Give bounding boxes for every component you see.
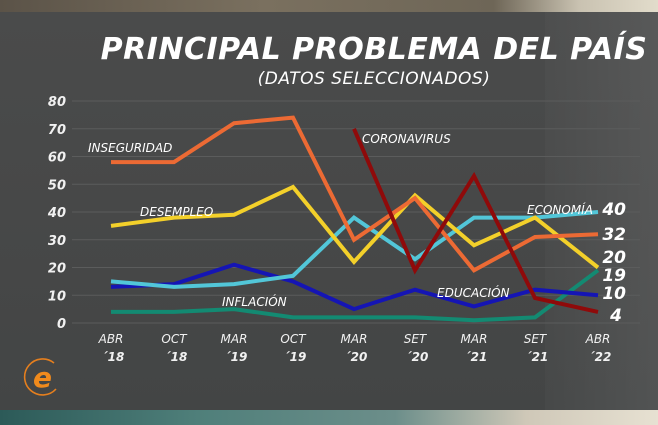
y-tick-label: 80	[48, 95, 66, 110]
end-value-label: 20	[602, 248, 626, 268]
series-lines	[110, 115, 600, 323]
x-tick-year: ´19	[284, 350, 307, 364]
end-value-label: 4	[609, 306, 622, 326]
series-line-desempleo	[110, 184, 600, 270]
x-tick-year: ´21	[526, 350, 549, 364]
series-labels: INSEGURIDAD DESEMPLEO ECONOMÍA EDUCACIÓN INF…	[88, 132, 593, 309]
chart-subtitle: (DATOS SELECCIONADOS)	[257, 69, 491, 89]
series-label: DESEMPLEO	[140, 205, 213, 219]
x-tick-year: ´18	[102, 350, 125, 364]
x-tick-year: ´21	[465, 350, 488, 364]
x-tick-year: ´20	[345, 350, 368, 364]
y-tick-label: 10	[48, 289, 66, 304]
series-label: ECONOMÍA	[527, 202, 593, 217]
series-label: INSEGURIDAD	[88, 141, 172, 155]
y-tick-label: 60	[48, 151, 66, 166]
x-tick-year: ´19	[225, 350, 248, 364]
series-label: CORONAVIRUS	[362, 132, 451, 146]
x-tick-month: MAR	[221, 332, 248, 346]
x-tick-year: ´18	[165, 350, 188, 364]
chart-title: PRINCIPAL PROBLEMA DEL PAÍS	[100, 32, 648, 67]
y-tick-label: 0	[57, 317, 66, 332]
end-value-label: 19	[602, 266, 626, 286]
x-tick-month: SET	[524, 332, 548, 346]
x-tick-month: OCT	[161, 332, 188, 346]
series-line-coronavirus	[352, 128, 599, 314]
end-value-label: 32	[602, 225, 626, 245]
y-tick-label: 50	[48, 178, 66, 193]
series-line-economía	[110, 210, 599, 289]
x-tick-month: ABR	[585, 332, 611, 346]
x-tick-month: OCT	[280, 332, 307, 346]
y-axis: 0 10 20 30 40 50 60 70 80	[47, 95, 66, 332]
panel-highlight	[545, 12, 658, 410]
background-top-strip	[0, 0, 658, 12]
y-tick-label: 30	[48, 234, 66, 249]
x-tick-month: SET	[404, 332, 428, 346]
series-line-educación	[110, 262, 599, 312]
y-tick-label: 20	[48, 262, 66, 277]
y-tick-label: 70	[48, 123, 66, 138]
chart-panel	[0, 12, 658, 410]
series-line-inflación	[111, 268, 600, 323]
logo-letter: e	[33, 361, 52, 394]
x-axis: ABR ´18 OCT ´18 MAR ´19 OCT ´19 MAR ´20 SET ´20 MAR ´…	[98, 332, 612, 364]
x-tick-month: ABR	[98, 332, 124, 346]
series-label: INFLACIÓN	[222, 294, 287, 309]
x-tick-month: MAR	[341, 332, 368, 346]
x-tick-year: ´22	[589, 350, 612, 364]
end-value-label: 10	[602, 284, 626, 304]
x-tick-year: ´20	[406, 350, 429, 364]
end-value-label: 40	[601, 200, 626, 220]
series-label: EDUCACIÓN	[437, 285, 510, 300]
e-logo-icon: e	[23, 358, 57, 396]
background-bottom-strip	[0, 410, 658, 425]
series-line-inseguridad	[111, 115, 599, 273]
y-tick-label: 40	[47, 206, 66, 221]
x-tick-month: MAR	[461, 332, 488, 346]
